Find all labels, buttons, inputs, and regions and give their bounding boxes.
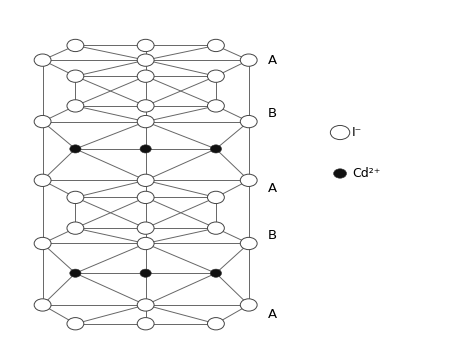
Circle shape <box>67 222 84 234</box>
Circle shape <box>240 174 257 186</box>
Circle shape <box>70 145 81 153</box>
Circle shape <box>34 54 51 66</box>
Circle shape <box>70 269 81 277</box>
Circle shape <box>137 318 154 330</box>
Circle shape <box>140 145 151 153</box>
Circle shape <box>137 100 154 112</box>
Circle shape <box>137 299 154 311</box>
Text: I⁻: I⁻ <box>352 126 362 139</box>
Text: A: A <box>267 54 276 67</box>
Circle shape <box>34 174 51 186</box>
Circle shape <box>137 54 154 66</box>
Circle shape <box>208 222 224 234</box>
Circle shape <box>208 191 224 204</box>
Circle shape <box>334 169 346 178</box>
Text: B: B <box>267 107 276 120</box>
Circle shape <box>240 299 257 311</box>
Circle shape <box>67 191 84 204</box>
Text: B: B <box>267 229 276 242</box>
Circle shape <box>208 70 224 82</box>
Circle shape <box>208 39 224 52</box>
Circle shape <box>67 318 84 330</box>
Circle shape <box>140 269 151 277</box>
Circle shape <box>137 70 154 82</box>
Text: A: A <box>267 183 276 195</box>
Circle shape <box>240 54 257 66</box>
Circle shape <box>137 222 154 234</box>
Circle shape <box>67 39 84 52</box>
Circle shape <box>137 116 154 128</box>
Text: Cd²⁺: Cd²⁺ <box>352 167 380 180</box>
Circle shape <box>137 237 154 249</box>
Circle shape <box>208 318 224 330</box>
Circle shape <box>34 237 51 249</box>
Circle shape <box>210 145 221 153</box>
Circle shape <box>208 100 224 112</box>
Circle shape <box>210 269 221 277</box>
Circle shape <box>34 299 51 311</box>
Circle shape <box>137 191 154 204</box>
Circle shape <box>34 116 51 128</box>
Circle shape <box>137 39 154 52</box>
Text: A: A <box>267 308 276 321</box>
Circle shape <box>137 174 154 186</box>
Circle shape <box>240 116 257 128</box>
Circle shape <box>67 70 84 82</box>
Circle shape <box>240 237 257 249</box>
Circle shape <box>67 100 84 112</box>
Circle shape <box>330 126 350 139</box>
